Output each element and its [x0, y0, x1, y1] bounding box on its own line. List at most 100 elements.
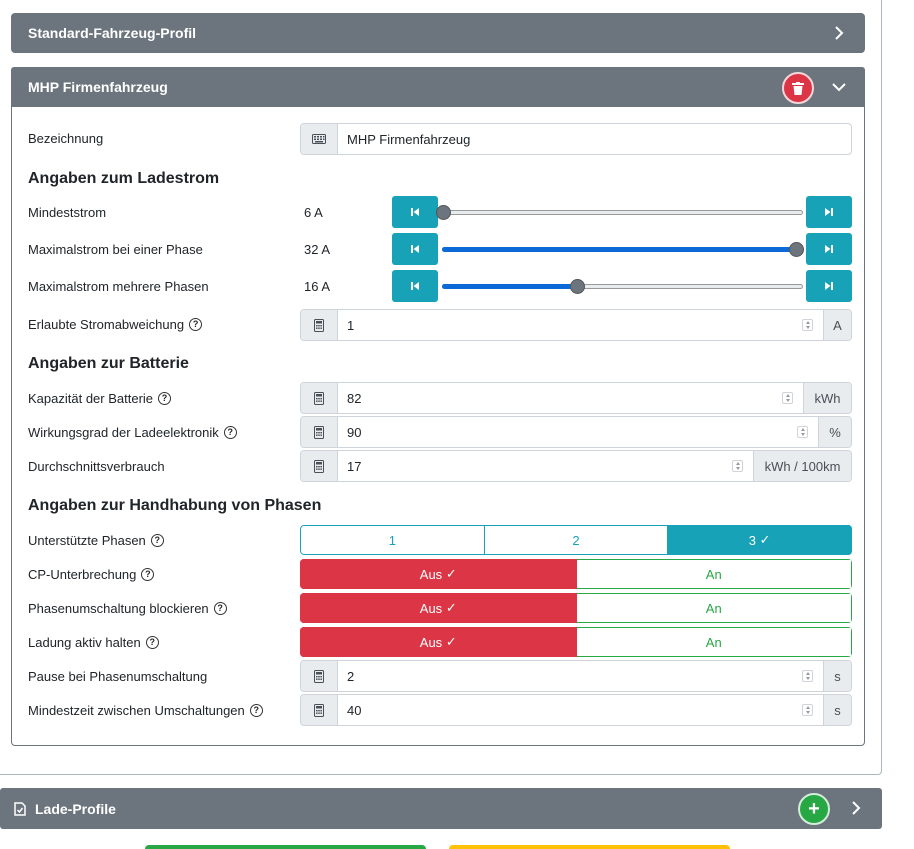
min-current-row: Mindeststrom 6 A	[28, 196, 852, 228]
capacity-input[interactable]: 82	[338, 383, 803, 413]
save-button[interactable]	[145, 845, 426, 849]
capacity-label: Kapazität der Batterie?	[28, 391, 172, 406]
add-charge-profile-button[interactable]: +	[798, 793, 830, 825]
max-single-slider-thumb[interactable]	[789, 242, 804, 257]
chevron-right-icon	[852, 801, 861, 815]
skip-start-icon	[411, 245, 419, 253]
keep-active-toggle: Aus ✓ An	[300, 627, 852, 657]
charging-current-heading: Angaben zum Ladestrom	[28, 170, 220, 187]
max-single-row: Maximalstrom bei einer Phase 32 A	[28, 233, 852, 265]
block-switch-label: Phasenumschaltung blockieren?	[28, 601, 227, 616]
help-icon[interactable]: ?	[213, 601, 227, 615]
efficiency-label: Wirkungsgrad der Ladeelektronik?	[28, 425, 237, 440]
min-current-slider-thumb[interactable]	[436, 205, 451, 220]
deviation-label: Erlaubte Stromabweichung?	[28, 317, 203, 332]
consumption-row: Durchschnittsverbrauch	[28, 450, 852, 482]
plus-icon: +	[808, 797, 820, 820]
reset-button[interactable]	[449, 845, 730, 849]
phase-3-button[interactable]: 3 ✓	[668, 525, 852, 555]
min-time-label: Mindestzeit zwischen Umschaltungen?	[28, 703, 263, 718]
spinner-icon[interactable]	[802, 670, 813, 682]
check-icon: ✓	[445, 566, 457, 581]
calculator-icon	[301, 383, 338, 413]
skip-end-icon	[825, 282, 833, 290]
max-multi-decrease-button[interactable]	[392, 270, 438, 302]
name-input-group: MHP Firmenfahrzeug	[300, 123, 852, 155]
vehicle-card: MHP Firmenfahrzeug	[11, 67, 865, 746]
max-multi-row: Maximalstrom mehrere Phasen 16 A	[28, 270, 852, 302]
vehicle-card-header[interactable]: MHP Firmenfahrzeug	[11, 67, 865, 107]
spinner-icon[interactable]	[797, 426, 808, 438]
spinner-icon[interactable]	[732, 460, 743, 472]
min-time-input[interactable]: 40	[338, 695, 823, 725]
capacity-unit: kWh	[803, 383, 851, 413]
min-current-slider[interactable]	[436, 205, 803, 220]
delete-vehicle-button[interactable]	[782, 72, 814, 104]
pause-row: Pause bei Phasenumschaltung	[28, 660, 852, 692]
deviation-input[interactable]: 1	[338, 310, 823, 340]
phases-button-group: 1 2 3 ✓	[300, 525, 852, 555]
calculator-icon	[301, 451, 338, 481]
max-multi-slider[interactable]	[442, 279, 803, 294]
phase-2-button[interactable]: 2	[484, 525, 669, 555]
help-icon[interactable]: ?	[145, 635, 159, 649]
skip-end-icon	[825, 208, 833, 216]
consumption-input[interactable]: 17	[338, 451, 753, 481]
calculator-icon	[301, 310, 338, 340]
help-icon[interactable]: ?	[189, 317, 203, 331]
help-icon[interactable]: ?	[158, 391, 172, 405]
min-current-label: Mindeststrom	[28, 204, 107, 220]
max-multi-slider-thumb[interactable]	[570, 279, 586, 294]
consumption-unit: kWh / 100km	[753, 451, 851, 481]
spinner-icon[interactable]	[782, 392, 793, 404]
keep-active-label: Ladung aktiv halten?	[28, 635, 159, 650]
block-switch-off-button[interactable]: Aus ✓	[300, 593, 577, 623]
phase-1-button[interactable]: 1	[300, 525, 485, 555]
min-current-increase-button[interactable]	[806, 196, 852, 228]
trash-icon	[792, 81, 804, 95]
help-icon[interactable]: ?	[150, 533, 164, 547]
spinner-icon[interactable]	[802, 319, 813, 331]
max-single-label: Maximalstrom bei einer Phase	[28, 241, 203, 257]
help-icon[interactable]: ?	[141, 567, 155, 581]
calculator-icon	[301, 417, 338, 447]
max-single-slider[interactable]	[442, 242, 804, 257]
name-input[interactable]: MHP Firmenfahrzeug	[347, 131, 471, 147]
keep-active-on-button[interactable]: An	[576, 627, 852, 657]
file-icon	[14, 801, 26, 816]
deviation-row: Erlaubte Stromabweichung?	[28, 308, 852, 340]
skip-end-icon	[825, 245, 833, 253]
charge-profiles-header[interactable]: Lade-Profile +	[0, 788, 882, 829]
battery-heading: Angaben zur Batterie	[28, 355, 189, 372]
pause-input[interactable]: 2	[338, 661, 823, 691]
max-single-slider-fill	[442, 247, 803, 252]
min-time-row: Mindestzeit zwischen Umschaltungen?	[28, 694, 852, 726]
max-single-value: 32 A	[304, 241, 331, 257]
pause-input-group: 2 s	[300, 660, 852, 692]
keep-active-off-button[interactable]: Aus ✓	[300, 627, 577, 657]
help-icon[interactable]: ?	[249, 703, 263, 717]
cp-interrupt-toggle: Aus ✓ An	[300, 559, 852, 589]
block-switch-toggle: Aus ✓ An	[300, 593, 852, 623]
outer-card-frame	[0, 0, 882, 775]
block-switch-on-button[interactable]: An	[576, 593, 852, 623]
help-icon[interactable]: ?	[223, 425, 237, 439]
skip-start-icon	[411, 282, 419, 290]
efficiency-input-group: 90 %	[300, 416, 852, 448]
max-single-increase-button[interactable]	[806, 233, 852, 265]
cp-interrupt-label: CP-Unterbrechung?	[28, 567, 155, 582]
deviation-unit: A	[823, 310, 851, 340]
skip-start-icon	[411, 208, 419, 216]
capacity-input-group: 82 kWh	[300, 382, 852, 414]
spinner-icon[interactable]	[802, 704, 813, 716]
keyboard-icon	[301, 124, 338, 154]
max-single-decrease-button[interactable]	[392, 233, 438, 265]
charge-profiles-title: Lade-Profile	[35, 800, 116, 817]
cp-interrupt-off-button[interactable]: Aus ✓	[300, 559, 577, 589]
cp-interrupt-on-button[interactable]: An	[576, 559, 852, 589]
min-current-decrease-button[interactable]	[392, 196, 438, 228]
standard-profile-header[interactable]: Standard-Fahrzeug-Profil	[11, 13, 865, 53]
efficiency-input[interactable]: 90	[338, 417, 818, 447]
max-multi-increase-button[interactable]	[806, 270, 852, 302]
consumption-input-group: 17 kWh / 100km	[300, 450, 852, 482]
